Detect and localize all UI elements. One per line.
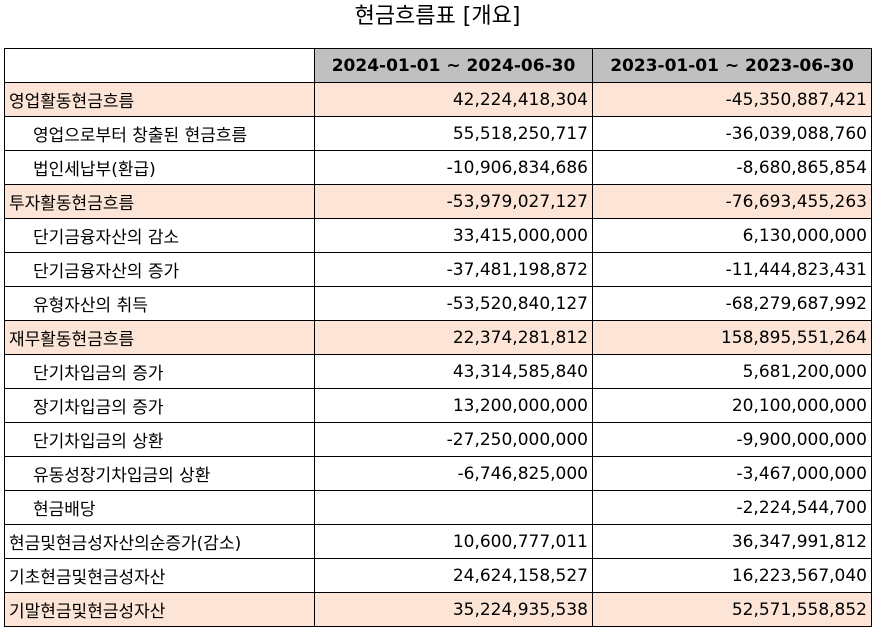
table-row: 유형자산의 취득 -53,520,840,127 -68,279,687,992 bbox=[4, 286, 872, 321]
row-label: 장기차입금의 증가 bbox=[4, 388, 315, 423]
value-2023: -11,444,823,431 bbox=[592, 252, 872, 287]
header-row: 2024-01-01 ~ 2024-06-30 2023-01-01 ~ 202… bbox=[4, 48, 872, 83]
table-row: 법인세납부(환급) -10,906,834,686 -8,680,865,854 bbox=[4, 150, 872, 185]
table-row: 현금배당 -2,224,544,700 bbox=[4, 490, 872, 525]
value-2023: -2,224,544,700 bbox=[592, 490, 872, 525]
row-label: 재무활동현금흐름 bbox=[4, 320, 315, 355]
value-2023: -3,467,000,000 bbox=[592, 456, 872, 491]
row-label: 기초현금및현금성자산 bbox=[4, 558, 315, 593]
value-2024: 22,374,281,812 bbox=[314, 320, 593, 355]
value-2023: -9,900,000,000 bbox=[592, 422, 872, 457]
value-2024: -6,746,825,000 bbox=[314, 456, 593, 491]
value-2024: 33,415,000,000 bbox=[314, 218, 593, 253]
value-2024: 35,224,935,538 bbox=[314, 592, 593, 627]
value-2023: -36,039,088,760 bbox=[592, 116, 872, 151]
value-2024: 43,314,585,840 bbox=[314, 354, 593, 389]
row-label: 유형자산의 취득 bbox=[4, 286, 315, 321]
table-row: 단기차입금의 증가 43,314,585,840 5,681,200,000 bbox=[4, 354, 872, 389]
table-row: 단기금융자산의 증가 -37,481,198,872 -11,444,823,4… bbox=[4, 252, 872, 287]
table-row: 기말현금및현금성자산 35,224,935,538 52,571,558,852 bbox=[4, 592, 872, 627]
row-label: 법인세납부(환급) bbox=[4, 150, 315, 185]
value-2023: 6,130,000,000 bbox=[592, 218, 872, 253]
value-2023: -8,680,865,854 bbox=[592, 150, 872, 185]
header-cell-period-2024: 2024-01-01 ~ 2024-06-30 bbox=[314, 48, 593, 83]
row-label: 단기금융자산의 감소 bbox=[4, 218, 315, 253]
value-2023: 5,681,200,000 bbox=[592, 354, 872, 389]
table-row: 재무활동현금흐름 22,374,281,812 158,895,551,264 bbox=[4, 320, 872, 355]
value-2024: 24,624,158,527 bbox=[314, 558, 593, 593]
value-2024: -10,906,834,686 bbox=[314, 150, 593, 185]
header-cell-blank bbox=[4, 48, 315, 83]
value-2023: -68,279,687,992 bbox=[592, 286, 872, 321]
row-label: 투자활동현금흐름 bbox=[4, 184, 315, 219]
table-row: 장기차입금의 증가 13,200,000,000 20,100,000,000 bbox=[4, 388, 872, 423]
row-label: 단기차입금의 증가 bbox=[4, 354, 315, 389]
value-2024 bbox=[314, 490, 593, 525]
row-label: 단기차입금의 상환 bbox=[4, 422, 315, 457]
value-2023: 158,895,551,264 bbox=[592, 320, 872, 355]
value-2024: 10,600,777,011 bbox=[314, 524, 593, 559]
table-row: 단기차입금의 상환 -27,250,000,000 -9,900,000,000 bbox=[4, 422, 872, 457]
table-row: 영업활동현금흐름 42,224,418,304 -45,350,887,421 bbox=[4, 82, 872, 117]
row-label: 유동성장기차입금의 상환 bbox=[4, 456, 315, 491]
value-2023: 16,223,567,040 bbox=[592, 558, 872, 593]
row-label: 기말현금및현금성자산 bbox=[4, 592, 315, 627]
value-2024: -27,250,000,000 bbox=[314, 422, 593, 457]
table-row: 기초현금및현금성자산 24,624,158,527 16,223,567,040 bbox=[4, 558, 872, 593]
cash-flow-table: 2024-01-01 ~ 2024-06-30 2023-01-01 ~ 202… bbox=[4, 48, 872, 627]
table-row: 현금및현금성자산의순증가(감소) 10,600,777,011 36,347,9… bbox=[4, 524, 872, 559]
table-row: 영업으로부터 창출된 현금흐름 55,518,250,717 -36,039,0… bbox=[4, 116, 872, 151]
value-2024: 13,200,000,000 bbox=[314, 388, 593, 423]
value-2023: 36,347,991,812 bbox=[592, 524, 872, 559]
value-2023: 20,100,000,000 bbox=[592, 388, 872, 423]
value-2023: -76,693,455,263 bbox=[592, 184, 872, 219]
page-title: 현금흐름표 [개요] bbox=[354, 4, 521, 29]
value-2023: 52,571,558,852 bbox=[592, 592, 872, 627]
row-label: 단기금융자산의 증가 bbox=[4, 252, 315, 287]
row-label: 영업으로부터 창출된 현금흐름 bbox=[4, 116, 315, 151]
value-2023: -45,350,887,421 bbox=[592, 82, 872, 117]
value-2024: -53,520,840,127 bbox=[314, 286, 593, 321]
row-label: 현금배당 bbox=[4, 490, 315, 525]
row-label: 영업활동현금흐름 bbox=[4, 82, 315, 117]
table-row: 유동성장기차입금의 상환 -6,746,825,000 -3,467,000,0… bbox=[4, 456, 872, 491]
value-2024: 42,224,418,304 bbox=[314, 82, 593, 117]
value-2024: -37,481,198,872 bbox=[314, 252, 593, 287]
table-row: 단기금융자산의 감소 33,415,000,000 6,130,000,000 bbox=[4, 218, 872, 253]
row-label: 현금및현금성자산의순증가(감소) bbox=[4, 524, 315, 559]
value-2024: 55,518,250,717 bbox=[314, 116, 593, 151]
header-cell-period-2023: 2023-01-01 ~ 2023-06-30 bbox=[592, 48, 872, 83]
value-2024: -53,979,027,127 bbox=[314, 184, 593, 219]
table-row: 투자활동현금흐름 -53,979,027,127 -76,693,455,263 bbox=[4, 184, 872, 219]
